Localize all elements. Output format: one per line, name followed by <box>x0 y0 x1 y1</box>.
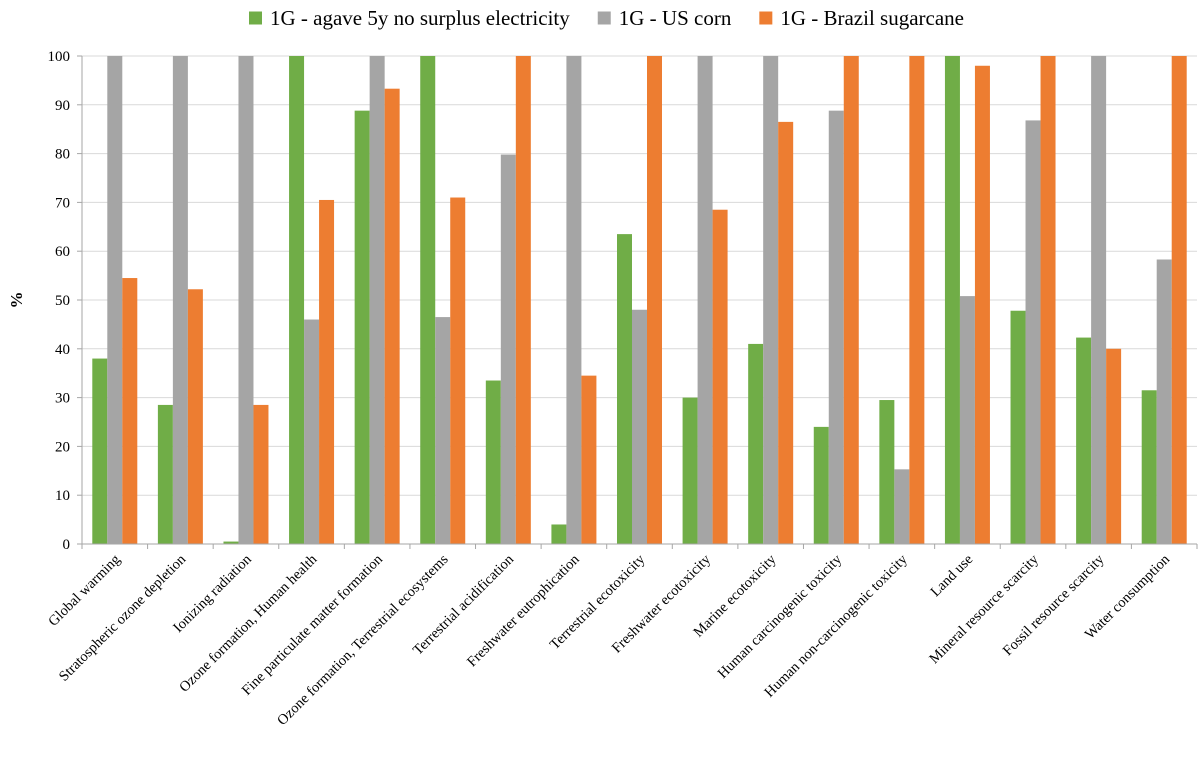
x-tick-label: Human carcinogenic toxicity <box>715 551 846 682</box>
bar <box>435 317 451 544</box>
bar <box>566 56 582 544</box>
bar <box>959 296 975 544</box>
x-tick-label: Ozone formation, Human health <box>176 551 321 696</box>
y-tick-label: 50 <box>55 293 70 309</box>
x-tick-label: Freshwater eutrophication <box>464 551 583 670</box>
axes <box>77 55 1198 549</box>
y-tick-label: 100 <box>48 49 71 65</box>
bar <box>450 197 466 544</box>
bar <box>617 234 632 544</box>
bar <box>1010 310 1026 544</box>
bar <box>354 110 370 544</box>
bar <box>172 56 188 544</box>
y-tick-label: 10 <box>55 488 70 504</box>
y-tick-label: 40 <box>55 342 70 358</box>
bar <box>843 56 859 544</box>
y-tick-label: 30 <box>55 391 70 407</box>
legend-label: 1G - US corn <box>619 6 732 30</box>
bar <box>238 56 254 544</box>
bar <box>1076 337 1092 544</box>
y-axis-label: % <box>7 292 26 309</box>
bar <box>1156 259 1172 544</box>
x-tick-label: Land use <box>928 552 977 601</box>
bar <box>828 110 844 544</box>
y-tick-label: 20 <box>55 439 70 455</box>
bar <box>632 309 647 544</box>
bar <box>712 209 728 544</box>
bar <box>289 56 305 544</box>
y-tick-label: 80 <box>55 147 70 163</box>
bar <box>748 343 764 544</box>
bar <box>369 56 385 544</box>
x-tick-label: Mineral resource scarcity <box>926 551 1042 667</box>
bars <box>92 56 1187 545</box>
bar <box>813 426 829 544</box>
bar <box>581 375 597 544</box>
y-tick-label: 0 <box>63 537 71 553</box>
legend-swatch <box>759 11 773 25</box>
bar <box>187 289 203 544</box>
bar <box>92 358 108 544</box>
bar <box>763 56 779 544</box>
bar <box>384 88 400 545</box>
bar <box>1106 348 1122 544</box>
bar <box>1025 120 1041 544</box>
bar <box>319 199 335 544</box>
legend-item: 1G - Brazil sugarcane <box>759 6 964 30</box>
legend-item: 1G - US corn <box>597 6 732 30</box>
bar <box>1091 56 1107 544</box>
bar <box>515 56 531 544</box>
bar <box>223 541 239 544</box>
bar <box>420 56 436 544</box>
bar <box>1141 390 1157 544</box>
legend-swatch <box>597 11 611 25</box>
bar <box>1171 56 1187 544</box>
legend-item: 1G - agave 5y no surplus electricity <box>249 6 570 30</box>
bar <box>974 65 990 544</box>
legend-label: 1G - Brazil sugarcane <box>780 6 964 30</box>
legend-swatch <box>249 11 262 25</box>
bar <box>894 469 910 544</box>
bar <box>551 524 567 544</box>
bar <box>107 56 123 544</box>
bar <box>304 319 320 544</box>
y-tick-label: 60 <box>55 244 70 260</box>
bar <box>944 56 960 544</box>
y-tick-label: 70 <box>55 195 70 211</box>
bar <box>647 56 662 544</box>
bar <box>1040 56 1056 544</box>
x-tick-label: Stratospheric ozone depletion <box>56 551 190 685</box>
bar <box>500 154 516 545</box>
bar <box>122 278 138 544</box>
y-tick-label: 90 <box>55 98 70 114</box>
x-tick-label: Fine particulate matter formation <box>239 551 387 699</box>
bar <box>879 400 895 544</box>
bar <box>682 397 698 544</box>
bar <box>909 56 925 544</box>
legend-label: 1G - agave 5y no surplus electricity <box>270 6 570 30</box>
bar <box>157 404 173 544</box>
chart-legend: 1G - agave 5y no surplus electricity 1G -… <box>249 6 964 30</box>
y-tick-labels: 0 10 20 30 40 50 60 70 80 90 100 <box>48 49 71 553</box>
x-tick-label: Human non-carcinogenic toxicity <box>762 551 912 701</box>
bar <box>485 380 501 544</box>
bar <box>778 121 794 544</box>
bar <box>253 404 269 544</box>
bar <box>697 56 713 544</box>
